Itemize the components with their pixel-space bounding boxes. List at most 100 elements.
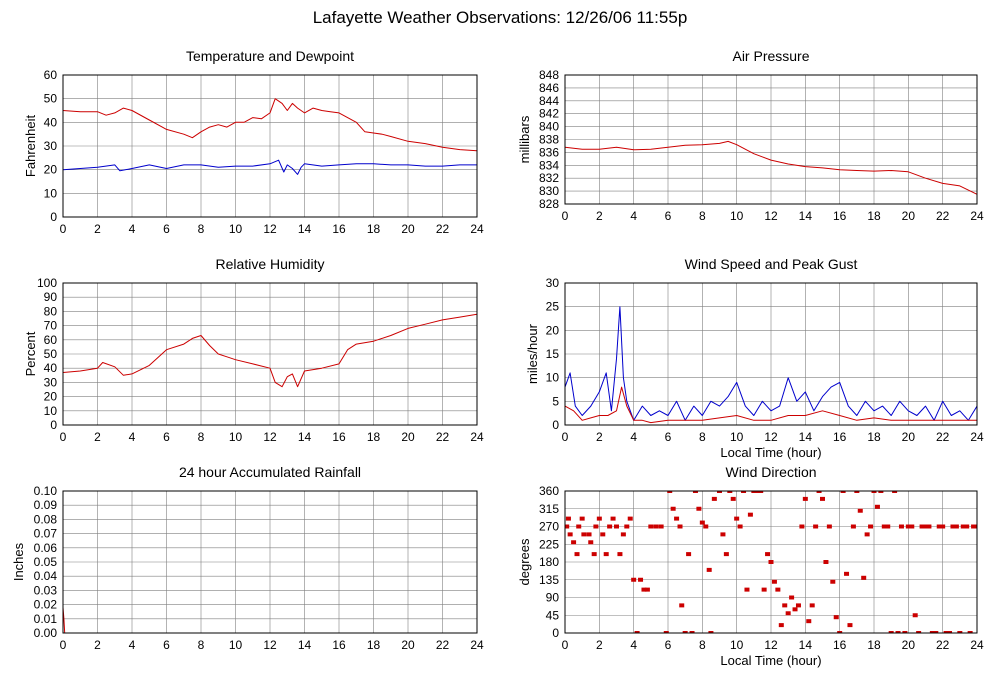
y-tick-label: 60 [44,68,58,82]
data-point [658,524,664,529]
data-point [765,552,771,557]
series-line-2 [63,159,477,175]
data-point [586,532,592,537]
data-point [565,524,570,529]
data-point [720,532,726,537]
x-tick-label: 6 [665,638,672,652]
x-tick-label: 24 [970,209,984,223]
data-point [888,631,894,633]
data-point [761,587,767,592]
data-point [826,524,832,529]
data-point [607,524,613,529]
data-point [806,619,812,624]
data-point [782,603,788,608]
y-tick-label: 0.10 [34,484,58,498]
series-points [565,491,977,633]
x-axis-label: Local Time (hour) [720,445,821,460]
x-tick-label: 2 [94,638,101,652]
data-point [576,524,582,529]
y-tick-label: 25 [546,300,560,314]
y-tick-label: 10 [44,186,58,200]
data-point [706,567,712,572]
y-tick-label: 90 [44,290,58,304]
y-tick-label: 848 [539,68,559,82]
x-tick-label: 16 [833,638,847,652]
y-tick-label: 846 [539,81,559,95]
x-tick-label: 20 [902,638,916,652]
plot-frame [62,74,478,218]
data-point [871,491,877,493]
data-point [792,607,798,612]
data-point [679,603,685,608]
data-point [919,524,925,529]
x-tick-label: 12 [263,430,277,444]
x-tick-label: 20 [401,638,415,652]
y-axis-label: Percent [23,331,38,376]
x-tick-label: 18 [867,638,881,652]
x-tick-label: 14 [799,638,813,652]
data-point [802,496,808,501]
y-tick-label: 20 [44,163,58,177]
x-tick-label: 18 [867,209,881,223]
y-tick-label: 0.06 [34,541,58,555]
data-point [847,623,853,628]
x-tick-label: 18 [367,638,381,652]
x-tick-label: 4 [129,430,136,444]
x-tick-label: 14 [298,222,312,236]
data-point [837,631,843,633]
x-tick-label: 10 [730,209,744,223]
data-point [741,491,747,493]
x-tick-label: 2 [596,209,603,223]
data-point [909,524,915,529]
data-point [923,524,928,529]
data-point [775,587,781,592]
x-tick-label: 22 [436,430,450,444]
data-point [703,524,709,529]
y-tick-label: 0.04 [34,569,58,583]
data-point [771,579,777,584]
plot-frame [62,490,478,634]
x-tick-label: 18 [367,430,381,444]
data-point [624,524,630,529]
x-tick-label: 4 [129,222,136,236]
x-tick-label: 16 [833,430,847,444]
data-point [933,631,939,633]
chart-title: Air Pressure [732,48,809,64]
data-point [574,552,580,557]
data-point [571,540,577,545]
x-tick-label: 2 [596,430,603,444]
data-point [663,631,669,633]
x-tick-label: 16 [332,222,346,236]
data-point [892,491,898,493]
data-point [833,615,839,620]
data-point [614,524,619,529]
chart-title: Temperature and Dewpoint [186,48,354,64]
data-point [957,631,963,633]
data-point [581,532,587,537]
x-tick-label: 10 [229,222,243,236]
y-tick-label: 0 [552,418,559,432]
y-tick-label: 270 [539,520,559,534]
x-tick-label: 16 [332,430,346,444]
data-point [895,631,901,633]
series-line-1 [63,98,477,152]
data-point [744,587,750,592]
x-tick-label: 22 [936,638,950,652]
data-point [758,491,764,493]
chart-title: Relative Humidity [216,256,325,272]
data-point [670,506,676,511]
data-point [644,587,650,592]
data-point [936,524,942,529]
y-tick-label: 844 [539,94,559,108]
y-tick-label: 0.02 [34,598,58,612]
data-point [692,491,698,493]
x-tick-label: 0 [60,638,67,652]
x-tick-label: 4 [129,638,136,652]
data-point [727,491,733,493]
plot-frame [564,490,978,634]
x-tick-label: 24 [470,430,484,444]
